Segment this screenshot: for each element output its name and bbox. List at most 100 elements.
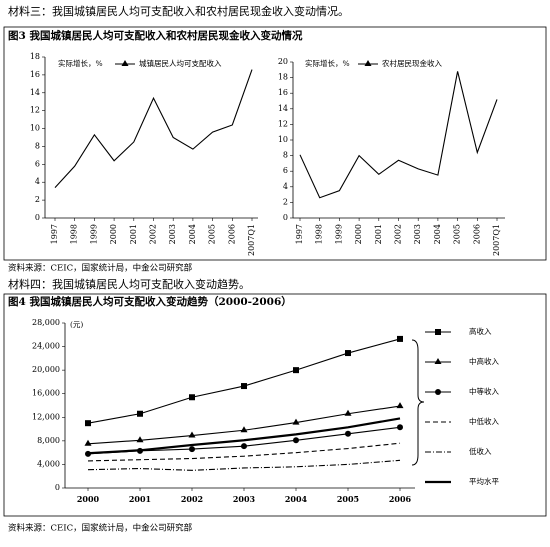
y-tick-label: 0	[55, 483, 60, 492]
y-tick-label: 18	[30, 52, 40, 61]
y-tick-label: 14	[278, 104, 288, 113]
y-tick-label: 2	[283, 197, 288, 206]
marker	[293, 367, 299, 374]
y-tick-label: 4,000	[37, 459, 60, 468]
x-tick-label: 1999	[334, 224, 343, 244]
y-tick-label: 14	[30, 88, 40, 97]
figure4-frame	[3, 293, 547, 517]
figure-title: 图4 我国城镇居民人均可支配收入变动趋势（2000-2006）	[8, 295, 292, 308]
marker	[84, 439, 92, 446]
axis-label: 实际增长，%	[305, 58, 350, 68]
y-tick-label: 8	[35, 141, 40, 150]
series-line	[299, 71, 498, 199]
x-tick-label: 2000	[109, 224, 118, 244]
x-tick-label: 2007Q1	[492, 224, 501, 256]
marker	[137, 410, 143, 417]
marker	[345, 430, 351, 437]
legend-label: 中等收入	[469, 386, 499, 396]
y-tick-label: 10	[30, 124, 40, 133]
x-tick-label: 2002	[394, 224, 403, 244]
legend-brace	[411, 339, 425, 466]
marker	[435, 389, 441, 395]
y-tick-label: 16,000	[32, 389, 60, 398]
marker	[397, 424, 403, 431]
header: 材料四：我国城镇居民人均可支配收入变动趋势。	[8, 277, 250, 291]
marker	[364, 60, 372, 66]
marker	[434, 358, 442, 364]
x-tick-label: 2004	[285, 494, 308, 504]
y-tick-label: 8,000	[37, 436, 60, 445]
x-tick-label: 2004	[433, 224, 442, 244]
x-tick-label: 2000	[77, 494, 100, 504]
series-line	[54, 69, 253, 188]
marker	[188, 431, 196, 438]
x-tick-label: 2003	[413, 224, 422, 244]
marker	[344, 409, 352, 416]
x-tick-label: 1997	[50, 224, 59, 244]
marker	[435, 329, 441, 335]
x-tick-label: 2005	[453, 224, 462, 244]
x-tick-label: 2000	[354, 224, 363, 244]
x-tick-label: 2005	[337, 494, 359, 504]
marker	[136, 436, 144, 443]
marker	[189, 446, 195, 453]
x-tick-label: 2001	[129, 494, 151, 504]
y-tick-label: 12	[30, 106, 40, 115]
legend-label: 高收入	[469, 326, 492, 336]
legend-label: 农村居民现金收入	[382, 58, 442, 68]
legend-label: 中低收入	[469, 416, 499, 426]
marker	[292, 418, 300, 425]
marker	[121, 60, 129, 66]
marker	[345, 350, 351, 357]
y-tick-label: 16	[30, 70, 40, 79]
figure-title: 图3 我国城镇居民人均可支配收入和农村居民现金收入变动情况	[8, 29, 303, 42]
marker	[241, 383, 247, 390]
y-tick-label: 0	[35, 213, 40, 222]
y-tick-label: 4	[35, 177, 40, 186]
axis-label: (元)	[70, 320, 83, 329]
y-tick-label: 12	[278, 119, 288, 128]
x-tick-label: 2001	[129, 224, 138, 244]
x-tick-label: 2007Q1	[247, 224, 256, 256]
y-tick-label: 16	[278, 88, 288, 97]
source: 资料来源：CEIC，国家统计局，中金公司研究部	[8, 263, 193, 274]
x-tick-label: 1999	[89, 224, 98, 244]
x-tick-label: 2006	[227, 224, 236, 244]
series-line	[87, 405, 401, 445]
marker	[240, 426, 248, 433]
y-tick-label: 20,000	[32, 365, 60, 374]
y-tick-label: 12,000	[32, 412, 60, 421]
legend-label: 城镇居民人均可支配收入	[139, 58, 222, 68]
x-tick-label: 2006	[472, 224, 481, 244]
y-tick-label: 8	[283, 151, 288, 160]
figure3-frame	[3, 26, 547, 261]
y-tick-label: 4	[283, 182, 288, 191]
series-line	[87, 459, 401, 471]
x-tick-label: 2006	[389, 494, 412, 504]
y-tick-label: 28,000	[32, 318, 60, 327]
source: 资料来源：CEIC，国家统计局，中金公司研究部	[8, 523, 193, 534]
marker	[189, 394, 195, 401]
x-tick-label: 2001	[374, 224, 383, 244]
x-tick-label: 2003	[168, 224, 177, 244]
y-tick-label: 2	[35, 195, 40, 204]
legend-label: 中高收入	[469, 356, 499, 366]
legend-label: 低收入	[469, 446, 492, 456]
marker	[241, 443, 247, 450]
x-tick-label: 2005	[208, 224, 217, 244]
x-tick-label: 2002	[181, 494, 203, 504]
y-tick-label: 6	[35, 159, 40, 168]
marker	[396, 402, 404, 409]
x-tick-label: 1998	[315, 224, 324, 244]
y-tick-label: 18	[278, 73, 288, 82]
header: 材料三：我国城镇居民人均可支配收入和农村居民现金收入变动情况。	[8, 4, 349, 18]
marker	[85, 420, 91, 427]
y-tick-label: 10	[278, 135, 288, 144]
axis-label: 实际增长，%	[58, 58, 103, 68]
x-tick-label: 1997	[295, 224, 304, 244]
y-tick-label: 6	[283, 166, 288, 175]
x-tick-label: 2003	[233, 494, 256, 504]
series-line	[87, 442, 401, 462]
